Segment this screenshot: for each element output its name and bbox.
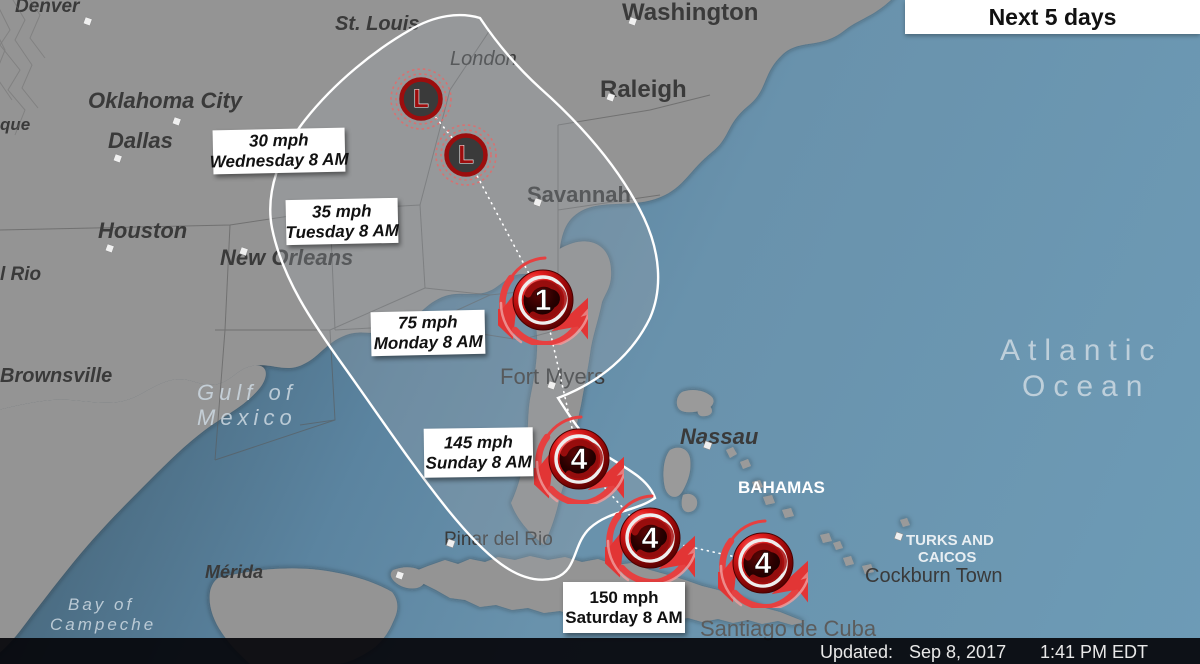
- svg-text:Mérida: Mérida: [205, 562, 263, 582]
- svg-text:Dallas: Dallas: [108, 128, 173, 153]
- svg-text:TURKS AND: TURKS AND: [906, 532, 994, 549]
- svg-text:CAICOS: CAICOS: [918, 549, 976, 566]
- svg-text:4: 4: [755, 547, 772, 580]
- svg-text:Denver: Denver: [15, 0, 81, 17]
- svg-text:Houston: Houston: [98, 218, 187, 243]
- svg-text:Brownsville: Brownsville: [0, 365, 112, 387]
- svg-text:4: 4: [642, 522, 659, 555]
- svg-text:4: 4: [571, 443, 588, 476]
- svg-text:Campeche: Campeche: [50, 615, 156, 634]
- svg-text:Oklahoma City: Oklahoma City: [88, 88, 244, 113]
- svg-text:Cockburn Town: Cockburn Town: [865, 565, 1002, 587]
- svg-text:Atlantic: Atlantic: [1000, 334, 1162, 367]
- svg-text:Bay of: Bay of: [68, 595, 134, 614]
- svg-text:1: 1: [535, 284, 552, 317]
- svg-text:Nassau: Nassau: [680, 424, 759, 449]
- svg-text:l Rio: l Rio: [0, 264, 41, 285]
- svg-text:Washington: Washington: [622, 0, 758, 26]
- svg-text:BAHAMAS: BAHAMAS: [738, 478, 825, 497]
- svg-text:Mexico: Mexico: [197, 405, 297, 430]
- svg-text:que: que: [0, 115, 30, 134]
- svg-text:Gulf of: Gulf of: [197, 380, 297, 405]
- svg-text:Ocean: Ocean: [1022, 370, 1150, 403]
